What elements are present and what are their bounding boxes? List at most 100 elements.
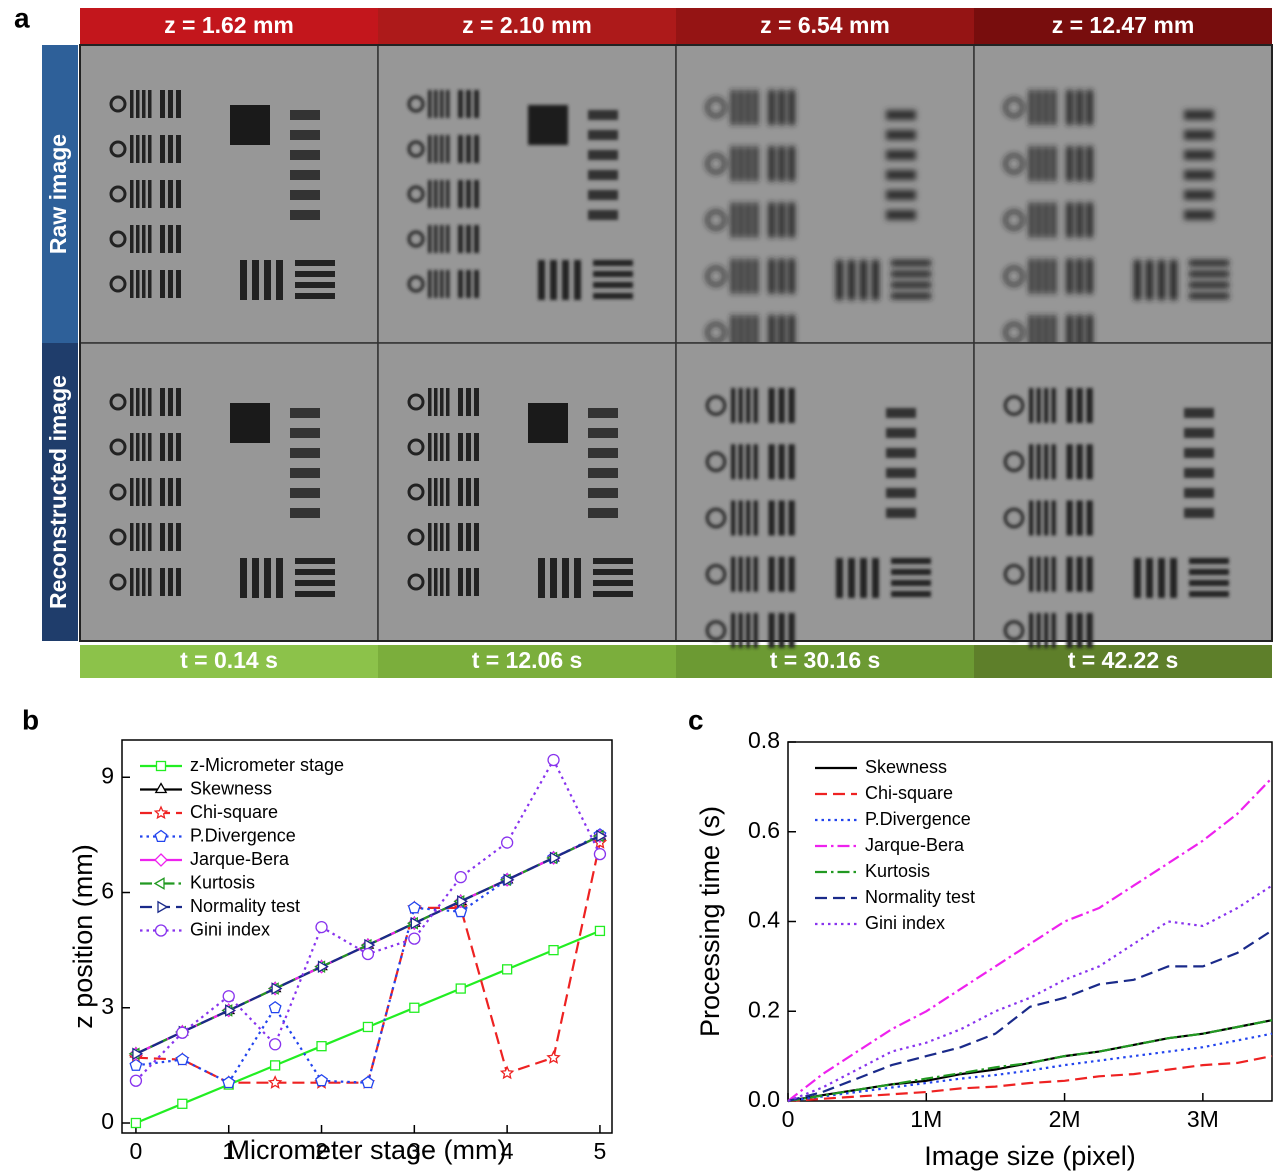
- target-bar: [886, 448, 916, 458]
- target-bar: [588, 408, 618, 418]
- legend-label: Skewness: [865, 757, 947, 777]
- target-bar: [588, 448, 618, 458]
- target-bar: [428, 225, 432, 253]
- y-tick-label: 0.4: [748, 907, 780, 933]
- legend-label: Chi-square: [865, 783, 953, 803]
- target-bar: [168, 523, 173, 551]
- target-bar: [1184, 170, 1214, 180]
- target-bar: [1052, 444, 1056, 479]
- marker: [270, 1039, 281, 1050]
- legend-label: P.Divergence: [865, 809, 971, 829]
- target-bar: [886, 150, 916, 160]
- target-bar: [168, 478, 173, 506]
- marker: [131, 1119, 140, 1128]
- target-bar: [1037, 203, 1041, 238]
- target-bar: [1067, 90, 1073, 125]
- target-bar: [731, 444, 735, 479]
- target-bar: [574, 558, 581, 598]
- marker: [271, 1061, 280, 1070]
- target-bar: [1044, 613, 1048, 648]
- legend-label: Skewness: [190, 778, 272, 798]
- target-bar: [458, 135, 463, 163]
- target-bar: [176, 225, 181, 253]
- target-bar: [593, 558, 633, 564]
- target-bar: [731, 259, 735, 294]
- target-bar: [1184, 110, 1214, 120]
- target-bar: [1029, 501, 1033, 536]
- target-bar: [754, 613, 758, 648]
- target-bar: [446, 388, 450, 416]
- target-bar: [891, 591, 931, 597]
- target-bar: [1077, 90, 1083, 125]
- target-bar: [295, 558, 335, 564]
- target-bar: [746, 557, 750, 592]
- target-bar: [739, 146, 743, 181]
- y-tick-label: 0.2: [748, 996, 780, 1022]
- series-line: [788, 886, 1272, 1101]
- target-bar: [739, 613, 743, 648]
- target-bar: [160, 270, 165, 298]
- target-bar: [440, 523, 444, 551]
- target-bar: [1087, 444, 1093, 479]
- target-bar: [290, 508, 320, 518]
- target-square: [528, 105, 568, 145]
- target-bar: [160, 90, 165, 118]
- marker: [503, 965, 512, 974]
- legend-label: Chi-square: [190, 802, 278, 822]
- target-bar: [1037, 90, 1041, 125]
- target-bar: [130, 388, 134, 416]
- target-bar: [1087, 90, 1093, 125]
- marker: [223, 991, 234, 1002]
- target-bar: [886, 508, 916, 518]
- target-bar: [1029, 444, 1033, 479]
- target-bar: [789, 613, 795, 648]
- legend-marker: [156, 784, 166, 793]
- target-bar: [1052, 203, 1056, 238]
- target-bar: [290, 170, 320, 180]
- target-bar: [160, 568, 165, 596]
- target-bar: [168, 135, 173, 163]
- target-bar: [1067, 203, 1073, 238]
- target-bar: [754, 90, 758, 125]
- x-axis-label: Image size (pixel): [924, 1141, 1136, 1171]
- target-bar: [466, 225, 471, 253]
- target-bar: [1170, 260, 1177, 300]
- marker: [130, 1075, 141, 1086]
- target-bar: [130, 225, 134, 253]
- target-bar: [440, 433, 444, 461]
- target-bar: [886, 190, 916, 200]
- target-bar: [588, 110, 618, 120]
- target-bar: [1044, 259, 1048, 294]
- target-bar: [168, 90, 173, 118]
- target-bar: [886, 170, 916, 180]
- target-bar: [1052, 146, 1056, 181]
- target-square: [528, 403, 568, 443]
- legend-label: Kurtosis: [865, 861, 930, 881]
- target-bar: [295, 591, 335, 597]
- target-bar: [1067, 259, 1073, 294]
- x-tick-label: 5: [594, 1138, 607, 1164]
- target-bar: [440, 180, 444, 208]
- legend-marker: [157, 762, 166, 771]
- target-bar: [886, 210, 916, 220]
- target-bar: [130, 478, 134, 506]
- target-bar: [1077, 501, 1083, 536]
- target-image: [974, 45, 1272, 350]
- target-bar: [1189, 591, 1229, 597]
- target-bar: [136, 478, 140, 506]
- y-tick-label: 6: [101, 878, 114, 904]
- target-bar: [1029, 259, 1033, 294]
- target-bar: [168, 270, 173, 298]
- plot-frame: [788, 742, 1272, 1101]
- target-bar: [474, 180, 479, 208]
- marker: [410, 1003, 419, 1012]
- target-bar: [769, 90, 775, 125]
- target-bar: [160, 135, 165, 163]
- target-bar: [434, 90, 438, 118]
- target-bar: [160, 433, 165, 461]
- target-bar: [1184, 130, 1214, 140]
- target-bar: [148, 135, 152, 163]
- target-bar: [136, 180, 140, 208]
- target-bar: [1184, 488, 1214, 498]
- target-bar: [148, 180, 152, 208]
